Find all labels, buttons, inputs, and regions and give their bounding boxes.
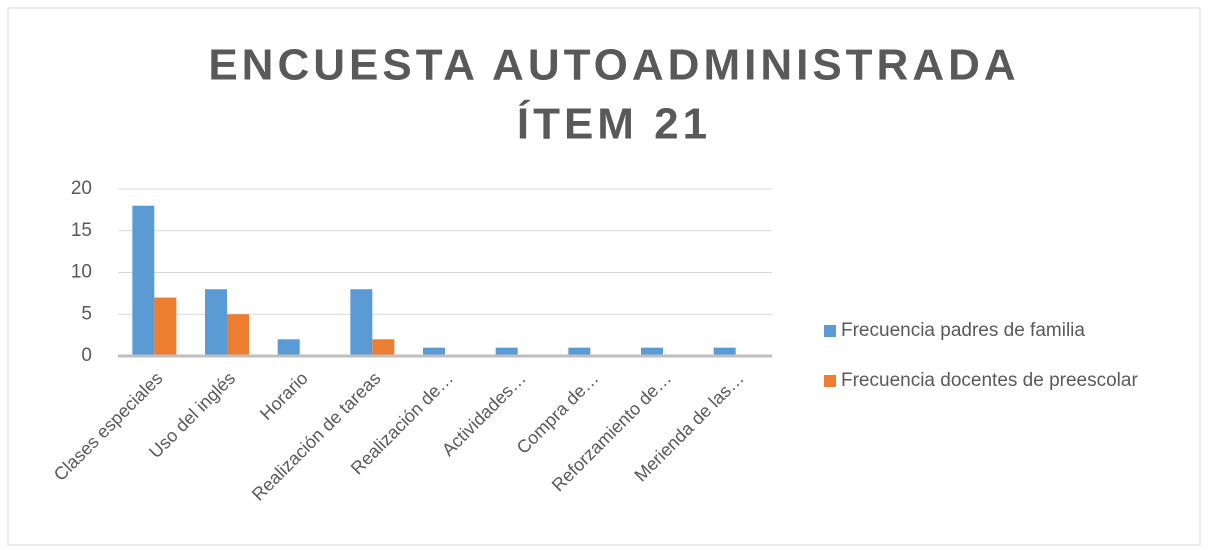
y-tick-label: 0 [81, 345, 92, 366]
y-tick-label: 5 [81, 303, 92, 324]
legend-label: Frecuencia docentes de preescolar [841, 370, 1138, 391]
chart-border [7, 7, 1201, 546]
legend-swatch [824, 375, 836, 387]
y-tick-label: 10 [71, 262, 92, 283]
legend-swatch [824, 325, 836, 337]
bar [568, 347, 591, 356]
chart-title: ENCUESTA AUTOADMINISTRADA [208, 41, 1019, 90]
bar [495, 347, 518, 356]
bar [277, 339, 300, 356]
bar [713, 347, 736, 356]
bar [372, 339, 395, 356]
bar [205, 289, 227, 356]
legend-label: Frecuencia padres de familia [841, 320, 1085, 341]
y-tick-label: 20 [71, 178, 92, 199]
bar [227, 314, 249, 356]
bar [154, 297, 177, 356]
bar [641, 347, 663, 356]
bar [132, 205, 155, 356]
bar [423, 347, 445, 356]
y-tick-label: 15 [71, 220, 92, 241]
chart-title: ÍTEM 21 [517, 99, 711, 149]
bar [350, 289, 373, 356]
